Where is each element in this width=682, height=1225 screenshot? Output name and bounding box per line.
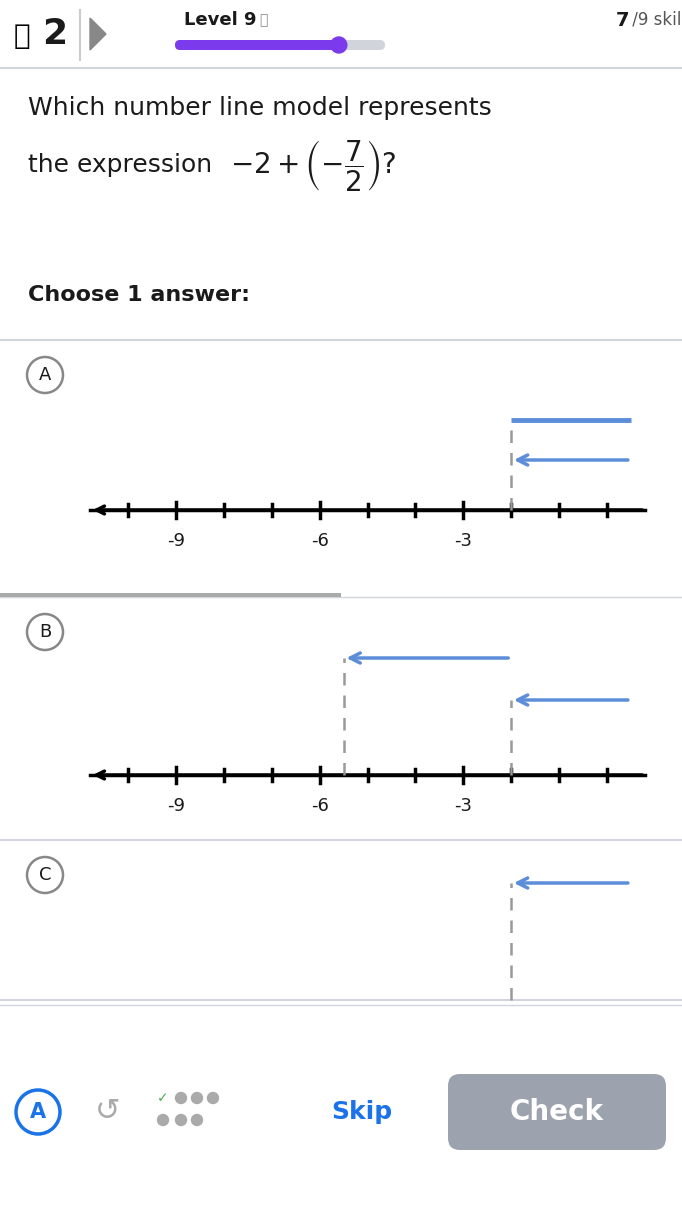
Text: -3: -3 <box>454 797 472 815</box>
Text: -6: -6 <box>311 532 329 550</box>
Bar <box>0 593 341 597</box>
Text: 🔥: 🔥 <box>14 22 30 50</box>
Text: ↺: ↺ <box>95 1098 121 1127</box>
FancyBboxPatch shape <box>175 40 339 50</box>
Circle shape <box>175 1115 186 1126</box>
Text: Check: Check <box>510 1098 604 1126</box>
Text: A: A <box>39 366 51 383</box>
Text: B: B <box>39 624 51 641</box>
Polygon shape <box>90 18 106 50</box>
Circle shape <box>192 1093 203 1104</box>
Text: -9: -9 <box>167 797 185 815</box>
Text: /9 skills: /9 skills <box>627 11 682 29</box>
Text: ⓘ: ⓘ <box>258 13 267 27</box>
Text: -3: -3 <box>454 532 472 550</box>
Circle shape <box>207 1093 218 1104</box>
Bar <box>0 1000 682 1225</box>
Circle shape <box>158 1115 168 1126</box>
Text: the expression: the expression <box>28 153 212 176</box>
Text: -6: -6 <box>311 797 329 815</box>
Text: Level 9: Level 9 <box>183 11 256 29</box>
Text: 2: 2 <box>42 17 68 51</box>
Text: ✓: ✓ <box>157 1091 169 1105</box>
Text: Skip: Skip <box>331 1100 393 1125</box>
Text: Choose 1 answer:: Choose 1 answer: <box>28 285 250 305</box>
Text: -9: -9 <box>167 532 185 550</box>
Text: C: C <box>39 866 51 884</box>
FancyBboxPatch shape <box>175 40 385 50</box>
Text: A: A <box>30 1102 46 1122</box>
Circle shape <box>192 1115 203 1126</box>
Text: Which number line model represents: Which number line model represents <box>28 96 492 120</box>
Circle shape <box>175 1093 186 1104</box>
Text: $-2+\left(-\dfrac{7}{2}\right)?$: $-2+\left(-\dfrac{7}{2}\right)?$ <box>230 137 396 192</box>
Bar <box>0 0 682 69</box>
Text: 7: 7 <box>616 11 629 29</box>
Circle shape <box>331 37 347 53</box>
FancyBboxPatch shape <box>448 1074 666 1150</box>
